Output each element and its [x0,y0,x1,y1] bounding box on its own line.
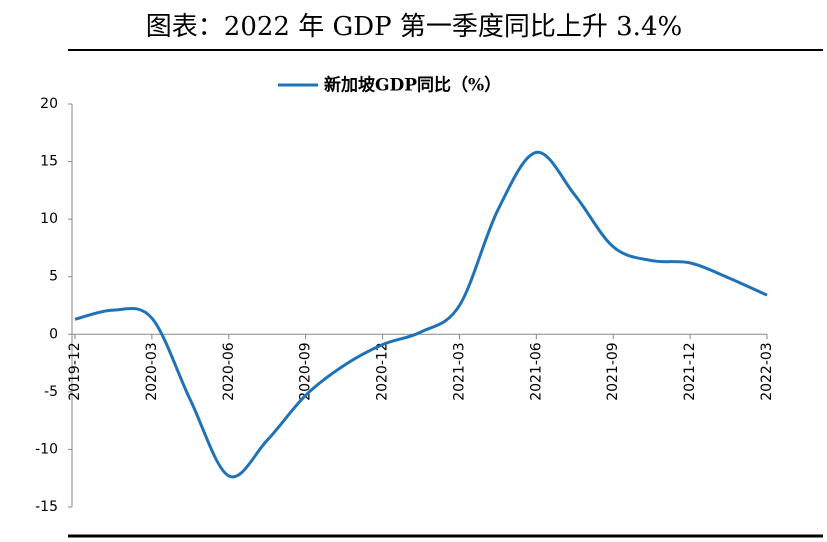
y-tick-label: -5 [44,384,58,400]
y-tick-label: -15 [35,499,58,515]
y-tick-label: 5 [49,269,58,285]
y-tick-label: 10 [40,211,58,227]
x-tick-label: 2021-12 [682,342,698,401]
x-tick-label: 2020-03 [144,342,160,401]
line-series [74,150,768,479]
x-tick-label: 2021-06 [528,342,544,401]
x-tick-label: 2020-09 [298,342,314,401]
legend-label: 新加坡GDP同比（%） [324,75,501,96]
x-tick-label: 2021-03 [451,342,467,401]
x-tick-label: 2022-03 [759,342,775,401]
y-tick-label: -10 [35,441,58,457]
x-tick-label: 2020-12 [375,342,391,401]
y-tick-label: 15 [40,154,58,170]
y-tick-label: 20 [40,96,58,112]
x-tick-label: 2021-09 [605,342,621,401]
x-tick-label: 2020-06 [221,342,237,401]
chart-title: 图表：2022 年 GDP 第一季度同比上升 3.4% [146,12,682,42]
x-tick-label: 2019-12 [67,342,83,401]
y-tick-label: 0 [49,326,58,342]
